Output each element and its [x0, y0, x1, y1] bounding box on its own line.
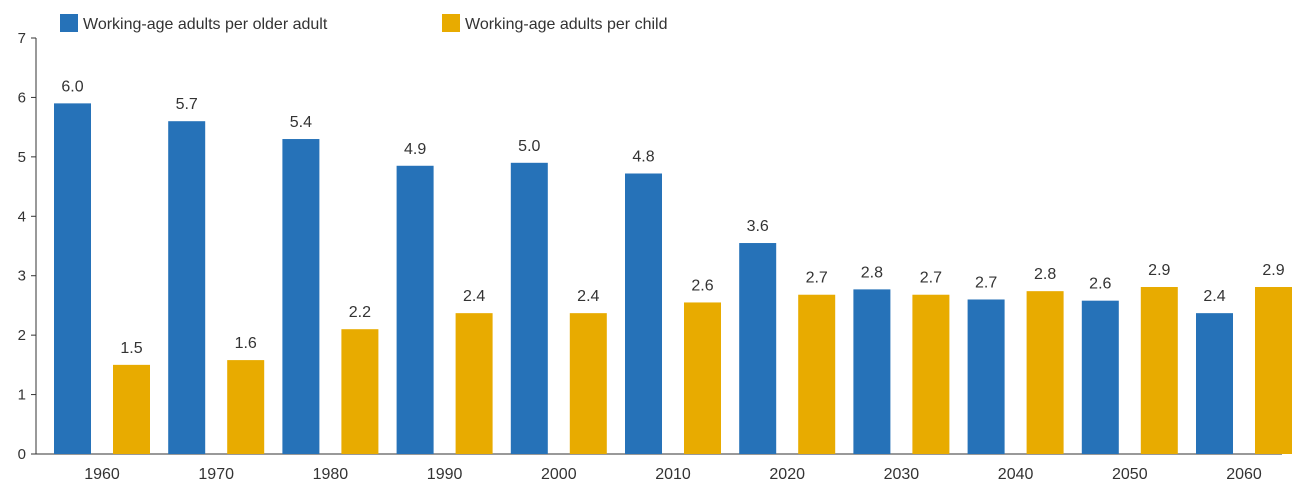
x-tick-label: 2060 — [1226, 466, 1262, 483]
x-tick-label: 1960 — [84, 466, 120, 483]
x-tick-label: 2000 — [541, 466, 577, 483]
bar-child — [113, 364, 150, 454]
bar-older-adult — [739, 243, 777, 454]
x-tick-label: 2020 — [769, 466, 805, 483]
bar-older-adult — [967, 299, 1005, 454]
data-label: 1.6 — [235, 335, 257, 352]
bar-child — [1140, 287, 1178, 454]
bar-child — [1026, 291, 1064, 454]
data-label: 2.4 — [463, 288, 485, 305]
bar-child — [569, 313, 607, 454]
x-tick-label: 1990 — [427, 466, 463, 483]
data-label: 2.7 — [975, 274, 997, 291]
data-label: 3.6 — [747, 218, 769, 235]
bars — [54, 103, 1292, 455]
bar-older-adult — [853, 289, 891, 454]
x-axis: 1960 1970 1980 1990 2000 2010 2020 2030 2040 2050… — [36, 453, 1282, 483]
x-tick-label: 1980 — [313, 466, 349, 483]
bar-child — [912, 294, 950, 454]
x-tick-label: 2050 — [1112, 466, 1148, 483]
bar-child — [684, 302, 721, 454]
data-label: 2.9 — [1262, 262, 1284, 279]
bar-older-adult — [1196, 313, 1233, 454]
y-tick-label: 5 — [18, 149, 26, 166]
data-label: 4.8 — [632, 148, 654, 165]
x-tick-label: 2030 — [884, 466, 920, 483]
data-label: 2.6 — [1089, 276, 1111, 293]
bar-older-adult — [1081, 300, 1119, 454]
x-tick-label: 2010 — [655, 466, 691, 483]
data-label: 1.5 — [120, 340, 142, 357]
x-tick-label: 1970 — [198, 466, 234, 483]
data-label: 2.4 — [577, 288, 599, 305]
y-tick-label: 3 — [18, 268, 26, 285]
data-label: 2.8 — [1034, 266, 1056, 283]
bar-child — [798, 294, 836, 454]
data-label: 2.6 — [691, 277, 713, 294]
x-tick-label: 2040 — [998, 466, 1034, 483]
bar-child — [455, 313, 493, 454]
data-label: 5.0 — [518, 138, 540, 155]
y-tick-label: 2 — [18, 327, 26, 344]
data-label: 2.7 — [920, 270, 942, 287]
bar-older-adult — [625, 173, 662, 455]
data-label: 4.9 — [404, 141, 426, 158]
data-label: 5.7 — [176, 96, 198, 113]
data-label: 2.4 — [1203, 288, 1225, 305]
y-axis: 0 1 2 3 4 5 6 7 — [18, 30, 37, 463]
data-label: 5.4 — [290, 114, 312, 131]
legend: Working-age adults per older adult Worki… — [60, 14, 667, 33]
y-tick-label: 1 — [18, 387, 26, 404]
legend-swatch-child — [442, 14, 460, 32]
bar-child — [1255, 287, 1292, 454]
bar-older-adult — [168, 121, 206, 454]
data-label: 2.8 — [861, 264, 883, 281]
bar-child — [227, 360, 265, 454]
y-tick-label: 4 — [18, 208, 26, 225]
bar-child — [341, 329, 379, 454]
value-labels: 6.0 1.5 5.7 1.6 5.4 2.2 4.9 2.4 5.0 2.4 4.8 2.6 3.6 2… — [61, 78, 1284, 356]
bar-older-adult — [510, 162, 548, 455]
data-label: 6.0 — [61, 78, 83, 95]
data-label: 2.2 — [349, 304, 371, 321]
bar-older-adult — [282, 139, 320, 454]
bar-older-adult — [396, 165, 434, 454]
y-tick-label: 6 — [18, 89, 26, 106]
legend-swatch-older-adult — [60, 14, 78, 32]
data-label: 2.9 — [1148, 262, 1170, 279]
bar-older-adult — [54, 103, 91, 454]
legend-label-child: Working-age adults per child — [465, 16, 667, 33]
y-tick-label: 0 — [18, 446, 26, 463]
data-label: 2.7 — [806, 270, 828, 287]
y-tick-label: 7 — [18, 30, 26, 47]
legend-label-older-adult: Working-age adults per older adult — [83, 16, 328, 33]
